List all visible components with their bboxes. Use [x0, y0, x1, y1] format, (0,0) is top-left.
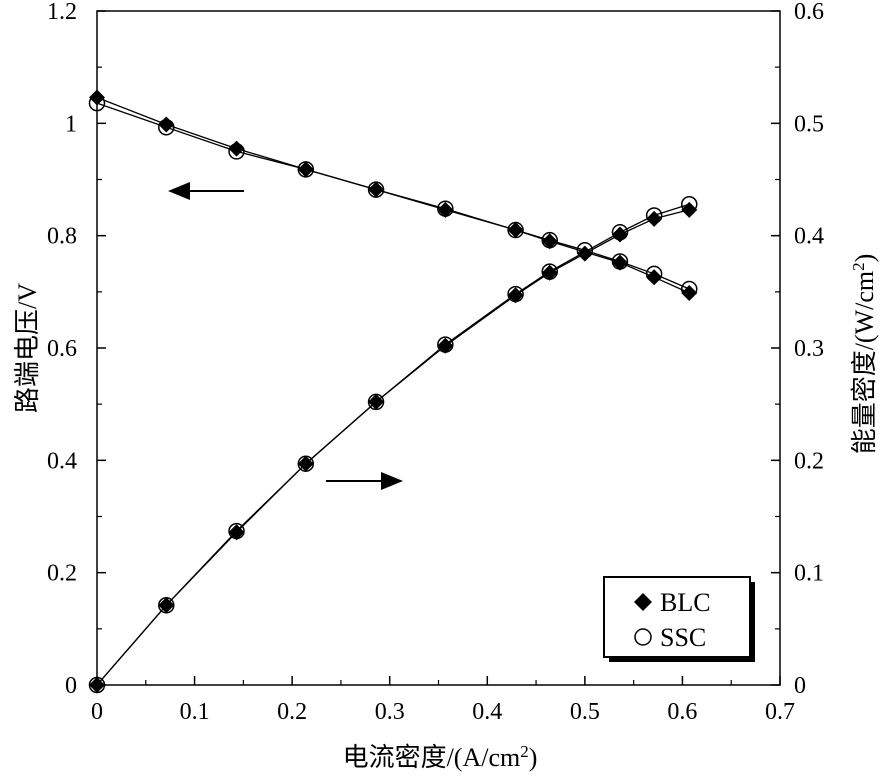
plot-frame — [96, 10, 781, 686]
data-point-ssc-left — [611, 253, 629, 270]
y-right-tick-label: 0 — [794, 673, 806, 699]
data-point-ssc-right — [611, 224, 629, 241]
x-axis-title: 电流密度/(A/cm2) — [343, 742, 538, 772]
data-point-blc-right — [541, 264, 558, 281]
data-point-blc-left — [158, 116, 175, 133]
data-point-ssc-left — [437, 200, 454, 217]
legend-marker-blc — [634, 593, 652, 611]
data-point-ssc-right — [681, 195, 698, 213]
data-point-blc-right — [646, 210, 663, 227]
y-right-tick-label: 0.2 — [794, 448, 824, 474]
legend-label-ssc: SSC — [660, 623, 706, 652]
data-point-ssc-left — [681, 280, 698, 298]
x-tick-label: 0.4 — [472, 699, 502, 725]
y-right-tick-label: 0.3 — [794, 336, 824, 362]
data-point-blc-left — [541, 233, 558, 250]
data-point-ssc-left — [158, 119, 175, 136]
data-point-blc-left — [681, 284, 698, 301]
series-markers — [88, 89, 698, 694]
data-point-blc-right — [437, 337, 454, 354]
data-point-blc-right — [507, 287, 524, 304]
data-point-blc-left — [507, 222, 524, 239]
y-left-tick-label: 0.6 — [47, 336, 77, 362]
data-point-blc-left — [368, 181, 385, 198]
x-tick-label: 0.6 — [667, 699, 697, 725]
legend-label-blc: BLC — [660, 588, 711, 617]
y-left-tick-label: 1.2 — [47, 0, 77, 25]
tick-labels: 0 0.1 0.2 0.3 0.4 0.5 0.6 0.700.20.40.60.811.20… — [47, 0, 824, 725]
y-right-tick-label: 0.1 — [794, 561, 824, 587]
data-point-blc-left — [437, 201, 454, 218]
data-point-blc-right — [681, 201, 698, 218]
data-point-ssc-right — [228, 522, 245, 540]
legend: BLC SSC — [603, 576, 755, 662]
arrow-right-annotation — [326, 472, 403, 490]
y-right-tick-label: 0.6 — [794, 0, 824, 25]
data-point-ssc-right — [507, 285, 524, 303]
data-point-ssc-left — [297, 161, 315, 178]
legend-box — [603, 576, 751, 658]
y-left-tick-label: 0.2 — [47, 561, 77, 587]
y-axis-right-title: 能量密度/(W/cm2) — [849, 254, 879, 455]
y-right-tick-label: 0.4 — [794, 224, 824, 250]
data-point-blc-left — [611, 254, 628, 271]
data-point-ssc-left — [645, 265, 663, 283]
data-point-blc-right — [297, 455, 314, 472]
data-point-ssc-left — [367, 181, 385, 198]
data-point-blc-right — [228, 524, 245, 541]
y-right-tick-label: 0.5 — [794, 111, 824, 137]
data-point-blc-right — [158, 597, 175, 614]
y-axis-left-title: 路端电压/V — [13, 283, 42, 413]
data-point-ssc-right — [541, 263, 558, 280]
data-point-ssc-left — [228, 143, 245, 160]
x-tick-label: 0.7 — [765, 699, 795, 725]
y-left-tick-label: 0.4 — [47, 448, 77, 474]
x-tick-label: 0.2 — [277, 699, 307, 725]
data-point-ssc-left — [507, 221, 524, 239]
data-point-blc-left — [228, 140, 245, 157]
legend-marker-ssc — [634, 628, 652, 646]
series-line-blc-right — [96, 209, 690, 686]
data-point-blc-right — [368, 393, 385, 410]
x-tick-label: 0.1 — [180, 699, 210, 725]
data-point-blc-left — [646, 269, 663, 286]
arrow-left-annotation — [168, 182, 244, 200]
series-line-ssc-right — [96, 203, 690, 686]
data-point-blc-left — [297, 161, 314, 178]
y-left-tick-label: 0.8 — [47, 224, 77, 250]
data-point-blc-right — [576, 245, 593, 262]
data-point-ssc-right — [437, 336, 454, 353]
y-left-tick-label: 0 — [65, 673, 77, 699]
data-point-ssc-right — [297, 455, 315, 472]
y-left-tick-label: 1 — [65, 111, 77, 137]
x-tick-label: 0.5 — [570, 699, 600, 725]
x-tick-label: 0.3 — [375, 699, 405, 725]
x-tick-label: 0 — [91, 699, 103, 725]
data-point-ssc-left — [541, 231, 558, 249]
data-point-ssc-right — [158, 596, 175, 614]
data-point-ssc-right — [367, 393, 385, 411]
data-point-ssc-right — [645, 207, 663, 224]
